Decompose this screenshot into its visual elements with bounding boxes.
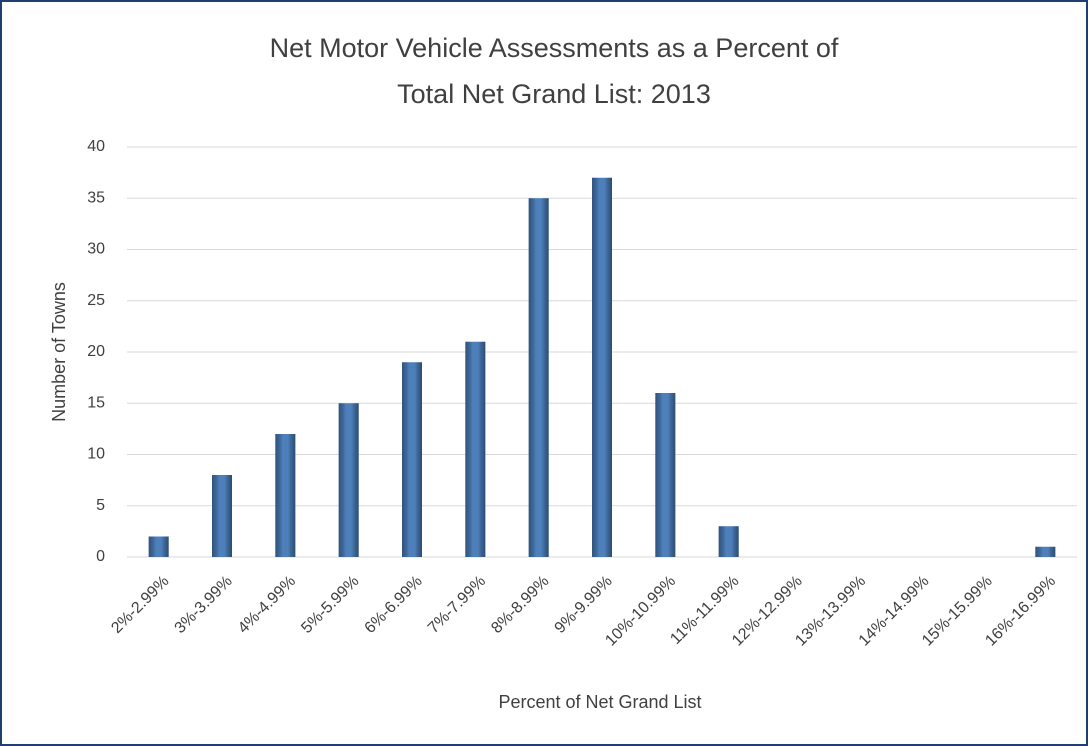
y-axis-title: Number of Towns: [49, 282, 69, 422]
y-tick-label: 20: [87, 343, 105, 360]
y-tick-label: 10: [87, 446, 105, 463]
chart-title: Total Net Grand List: 2013: [397, 79, 711, 109]
bar-shade: [655, 393, 676, 557]
y-tick-label: 35: [87, 189, 105, 206]
bar-shade: [1035, 546, 1056, 557]
bar-shade: [402, 362, 422, 557]
y-tick-label: 15: [87, 394, 105, 411]
bar-shade: [592, 177, 612, 557]
bar-shade: [465, 341, 486, 557]
bar-shade: [212, 475, 232, 557]
chart-title: Net Motor Vehicle Assessments as a Perce…: [270, 33, 839, 63]
x-axis-title: Percent of Net Grand List: [498, 692, 701, 712]
bar-shade: [275, 434, 296, 557]
bar-shade: [148, 536, 169, 557]
y-tick-label: 40: [87, 138, 105, 155]
bar-shade: [718, 526, 739, 557]
y-tick-label: 5: [96, 497, 105, 514]
bar-shade: [528, 198, 549, 557]
y-tick-label: 30: [87, 241, 105, 258]
y-tick-label: 0: [96, 548, 105, 565]
y-tick-label: 25: [87, 292, 105, 309]
bar-shade: [338, 403, 359, 557]
